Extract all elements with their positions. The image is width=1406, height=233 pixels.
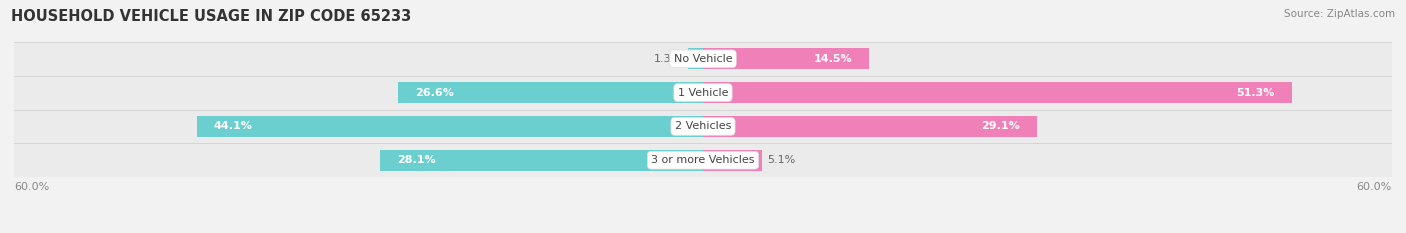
Bar	[703, 150, 762, 171]
Bar	[703, 116, 1038, 137]
Text: No Vehicle: No Vehicle	[673, 54, 733, 64]
Text: 60.0%: 60.0%	[1357, 182, 1392, 192]
Bar	[703, 82, 1292, 103]
Text: 51.3%: 51.3%	[1236, 88, 1275, 98]
Bar	[14, 42, 1392, 76]
Text: 29.1%: 29.1%	[981, 121, 1019, 131]
Bar	[197, 116, 703, 137]
Text: 60.0%: 60.0%	[14, 182, 49, 192]
Text: 5.1%: 5.1%	[768, 155, 796, 165]
Text: HOUSEHOLD VEHICLE USAGE IN ZIP CODE 65233: HOUSEHOLD VEHICLE USAGE IN ZIP CODE 6523…	[11, 9, 412, 24]
Text: 14.5%: 14.5%	[814, 54, 852, 64]
Bar	[14, 143, 1392, 177]
Text: 1.3%: 1.3%	[654, 54, 682, 64]
Bar	[688, 48, 703, 69]
Bar	[14, 110, 1392, 143]
Text: 28.1%: 28.1%	[398, 155, 436, 165]
Text: Source: ZipAtlas.com: Source: ZipAtlas.com	[1284, 9, 1395, 19]
Bar	[14, 76, 1392, 110]
Text: 26.6%: 26.6%	[415, 88, 454, 98]
Text: 44.1%: 44.1%	[214, 121, 253, 131]
Text: 2 Vehicles: 2 Vehicles	[675, 121, 731, 131]
Text: 3 or more Vehicles: 3 or more Vehicles	[651, 155, 755, 165]
Bar	[398, 82, 703, 103]
Bar	[703, 48, 869, 69]
Text: 1 Vehicle: 1 Vehicle	[678, 88, 728, 98]
Bar	[381, 150, 703, 171]
